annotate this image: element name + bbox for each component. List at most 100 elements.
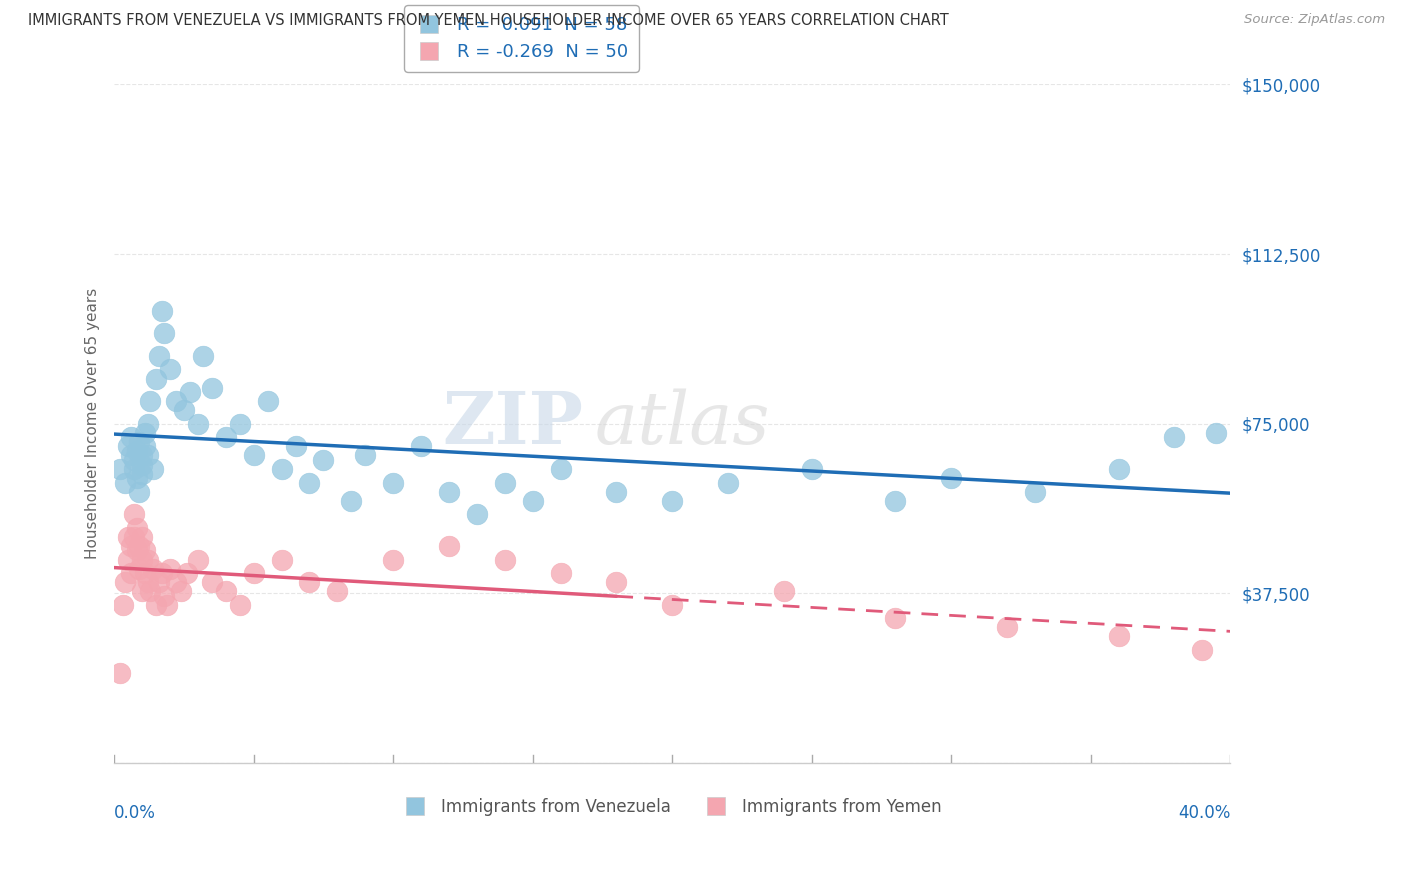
Point <box>215 430 238 444</box>
Point <box>1205 425 1227 440</box>
Point <box>179 385 201 400</box>
Point <box>131 530 153 544</box>
Point <box>270 462 292 476</box>
Point <box>128 539 150 553</box>
Point <box>142 462 165 476</box>
Point <box>136 552 159 566</box>
Point <box>134 566 156 580</box>
Point <box>550 566 572 580</box>
Point <box>326 584 349 599</box>
Point <box>136 449 159 463</box>
Point <box>605 575 627 590</box>
Point <box>156 598 179 612</box>
Point <box>176 566 198 580</box>
Point <box>145 371 167 385</box>
Point <box>187 552 209 566</box>
Point <box>128 434 150 449</box>
Legend: Immigrants from Venezuela, Immigrants from Yemen: Immigrants from Venezuela, Immigrants fr… <box>395 791 949 822</box>
Point <box>122 530 145 544</box>
Point <box>382 475 405 490</box>
Point <box>941 471 963 485</box>
Point <box>120 539 142 553</box>
Point <box>142 561 165 575</box>
Text: atlas: atlas <box>595 389 769 459</box>
Point <box>550 462 572 476</box>
Point <box>995 620 1018 634</box>
Text: 0.0%: 0.0% <box>114 804 156 822</box>
Point <box>159 561 181 575</box>
Point <box>215 584 238 599</box>
Point <box>136 417 159 431</box>
Point <box>150 303 173 318</box>
Point <box>125 444 148 458</box>
Text: IMMIGRANTS FROM VENEZUELA VS IMMIGRANTS FROM YEMEN HOUSEHOLDER INCOME OVER 65 YE: IMMIGRANTS FROM VENEZUELA VS IMMIGRANTS … <box>28 13 949 29</box>
Point <box>201 575 224 590</box>
Point <box>134 425 156 440</box>
Text: Source: ZipAtlas.com: Source: ZipAtlas.com <box>1244 13 1385 27</box>
Point <box>125 543 148 558</box>
Point <box>120 566 142 580</box>
Point <box>298 575 321 590</box>
Point <box>201 381 224 395</box>
Y-axis label: Householder Income Over 65 years: Householder Income Over 65 years <box>86 288 100 559</box>
Point <box>117 552 139 566</box>
Point <box>661 493 683 508</box>
Point <box>165 394 187 409</box>
Point <box>800 462 823 476</box>
Point <box>108 665 131 680</box>
Point <box>111 598 134 612</box>
Point <box>145 598 167 612</box>
Point <box>170 584 193 599</box>
Point <box>122 453 145 467</box>
Point <box>382 552 405 566</box>
Point <box>494 552 516 566</box>
Point <box>131 449 153 463</box>
Point <box>139 584 162 599</box>
Point <box>256 394 278 409</box>
Point <box>884 611 907 625</box>
Point <box>125 521 148 535</box>
Point <box>136 575 159 590</box>
Point <box>125 471 148 485</box>
Point <box>242 449 264 463</box>
Text: ZIP: ZIP <box>441 388 583 459</box>
Point <box>409 439 432 453</box>
Point <box>284 439 307 453</box>
Point <box>340 493 363 508</box>
Point <box>131 458 153 472</box>
Point <box>114 475 136 490</box>
Point <box>153 326 176 341</box>
Point <box>165 575 187 590</box>
Text: 40.0%: 40.0% <box>1178 804 1230 822</box>
Point <box>122 508 145 522</box>
Point <box>193 349 215 363</box>
Point <box>465 508 488 522</box>
Point <box>148 349 170 363</box>
Point <box>1108 629 1130 643</box>
Point <box>884 493 907 508</box>
Point <box>229 598 252 612</box>
Point <box>120 449 142 463</box>
Point <box>128 561 150 575</box>
Point <box>1024 484 1046 499</box>
Point <box>312 453 335 467</box>
Point <box>131 584 153 599</box>
Point <box>1191 643 1213 657</box>
Point <box>437 484 460 499</box>
Point <box>354 449 377 463</box>
Point <box>131 552 153 566</box>
Point <box>522 493 544 508</box>
Point <box>1108 462 1130 476</box>
Point <box>148 575 170 590</box>
Point <box>108 462 131 476</box>
Point <box>605 484 627 499</box>
Point <box>131 467 153 481</box>
Point <box>159 362 181 376</box>
Point <box>229 417 252 431</box>
Point <box>117 439 139 453</box>
Point <box>173 403 195 417</box>
Point <box>717 475 740 490</box>
Point <box>128 484 150 499</box>
Point <box>150 566 173 580</box>
Point <box>114 575 136 590</box>
